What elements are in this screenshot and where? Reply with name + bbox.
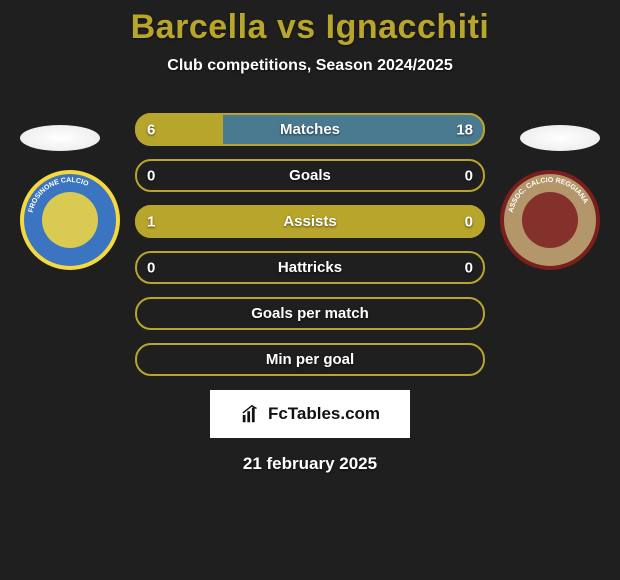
row-value-left: 0 xyxy=(147,259,155,276)
badge-right: ASSOC. CALCIO REGGIANA xyxy=(500,170,600,270)
flag-right xyxy=(520,125,600,151)
stat-row: Hattricks 0 0 xyxy=(135,251,485,284)
row-value-right: 18 xyxy=(456,121,473,138)
bar-right xyxy=(223,113,486,146)
svg-text:FROSINONE CALCIO: FROSINONE CALCIO xyxy=(28,177,90,213)
subtitle: Club competitions, Season 2024/2025 xyxy=(167,57,452,75)
row-value-left: 6 xyxy=(147,121,155,138)
row-label: Min per goal xyxy=(266,351,354,368)
comparison-card: Barcella vs Ignacchiti Club competitions… xyxy=(0,0,620,580)
page-title: Barcella vs Ignacchiti xyxy=(131,8,490,47)
row-label: Matches xyxy=(280,121,340,138)
stats-rows: Matches618Goals00Assists10Hattricks00Goa… xyxy=(135,113,485,376)
flag-left xyxy=(20,125,100,151)
row-value-right: 0 xyxy=(465,167,473,184)
row-value-right: 0 xyxy=(465,259,473,276)
row-label: Hattricks xyxy=(278,259,342,276)
row-value-left: 0 xyxy=(147,167,155,184)
row-label: Assists xyxy=(283,213,336,230)
badge-left: FROSINONE CALCIO xyxy=(20,170,120,270)
row-value-left: 1 xyxy=(147,213,155,230)
date-label: 21 february 2025 xyxy=(243,454,377,474)
stat-row: Goals 0 0 xyxy=(135,159,485,192)
chart-icon xyxy=(240,403,262,425)
row-value-right: 0 xyxy=(465,213,473,230)
stat-row: Goals per match xyxy=(135,297,485,330)
stat-row: Assists 1 0 xyxy=(135,205,485,238)
row-label: Goals xyxy=(289,167,331,184)
stat-row: Min per goal xyxy=(135,343,485,376)
svg-text:ASSOC. CALCIO REGGIANA: ASSOC. CALCIO REGGIANA xyxy=(508,177,589,213)
stat-row: Matches 6 18 xyxy=(135,113,485,146)
row-label: Goals per match xyxy=(251,305,369,322)
brand-text: FcTables.com xyxy=(268,404,380,424)
brand-badge: FcTables.com xyxy=(210,390,410,438)
